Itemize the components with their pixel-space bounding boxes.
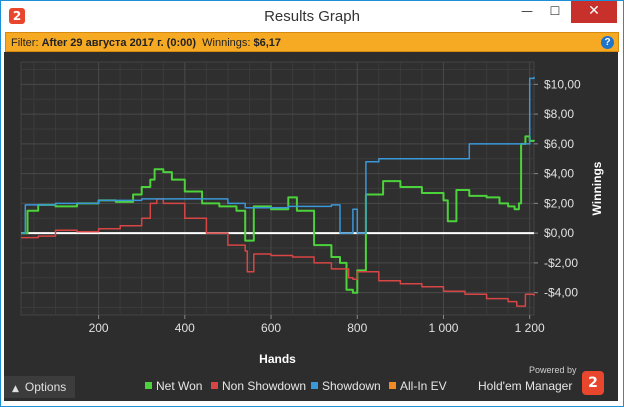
filter-bar: Filter: After 29 августа 2017 г. (0:00) … <box>5 32 619 52</box>
app-logo-icon: 2 <box>9 8 25 24</box>
title-bar[interactable]: 2 Results Graph — ☐ ✕ <box>1 1 623 31</box>
showdown-swatch <box>311 382 318 390</box>
net-won-swatch <box>145 382 152 390</box>
series-line-showdown <box>21 76 535 234</box>
help-icon[interactable]: ? <box>601 36 614 49</box>
legend-item-net-won[interactable]: Net Won <box>145 378 202 394</box>
x-tick-label: 800 <box>347 321 367 335</box>
y-tick-label: $10,00 <box>544 77 581 91</box>
x-axis-title: Hands <box>259 352 296 366</box>
legend-label: All-In EV <box>400 379 447 393</box>
series-line-net-won <box>21 135 535 294</box>
series-line-non-showdown <box>21 198 535 307</box>
non-showdown-swatch <box>211 382 218 390</box>
y-tick-label: $4,00 <box>544 167 574 181</box>
y-tick-label: $0,00 <box>544 226 574 240</box>
brand-logo-icon: 2 <box>582 371 604 395</box>
y-tick-label: $8,00 <box>544 107 574 121</box>
winnings-label: Winnings: <box>202 37 251 49</box>
maximize-button[interactable]: ☐ <box>549 4 561 18</box>
y-axis-title: Winnings <box>590 161 604 215</box>
y-tick-label: -$2,00 <box>544 256 578 270</box>
legend-item-all-in-ev[interactable]: All-In EV <box>389 378 447 394</box>
close-button[interactable]: ✕ <box>571 1 617 23</box>
x-tick-label: 400 <box>175 321 195 335</box>
chevron-up-icon: ▲ <box>12 384 19 394</box>
window-title: Results Graph <box>264 8 360 25</box>
all-in-ev-swatch <box>389 382 396 390</box>
filter-value: After 29 августа 2017 г. (0:00) <box>41 37 197 49</box>
minimize-button[interactable]: — <box>521 4 533 18</box>
x-tick-label: 1 000 <box>428 321 458 335</box>
x-tick-label: 1 200 <box>515 321 545 335</box>
legend-item-non-showdown[interactable]: Non Showdown <box>211 378 306 394</box>
y-tick-label: $6,00 <box>544 137 574 151</box>
brand-name: Hold'em Manager <box>478 379 573 393</box>
filter-label: Filter: <box>11 37 39 49</box>
legend-item-showdown[interactable]: Showdown <box>311 378 381 394</box>
x-tick-label: 200 <box>89 321 109 335</box>
results-chart: 200 400 600 800 1 000 1 200 $10,00 $8,00 $6,00 $4… <box>20 61 604 366</box>
legend-label: Net Won <box>156 379 203 393</box>
powered-by-text: Powered by <box>529 365 577 375</box>
legend-label: Non Showdown <box>222 379 307 393</box>
y-tick-label: $2,00 <box>544 196 574 210</box>
options-label: Options <box>24 380 67 394</box>
x-tick-label: 600 <box>261 321 281 335</box>
options-button[interactable]: ▲ Options <box>4 376 75 398</box>
y-tick-label: -$4,00 <box>544 286 578 300</box>
winnings-value: $6,17 <box>253 37 282 49</box>
graph-panel: 200 400 600 800 1 000 1 200 $10,00 $8,00 $6,00 $4… <box>4 52 618 401</box>
legend-label: Showdown <box>322 379 381 393</box>
